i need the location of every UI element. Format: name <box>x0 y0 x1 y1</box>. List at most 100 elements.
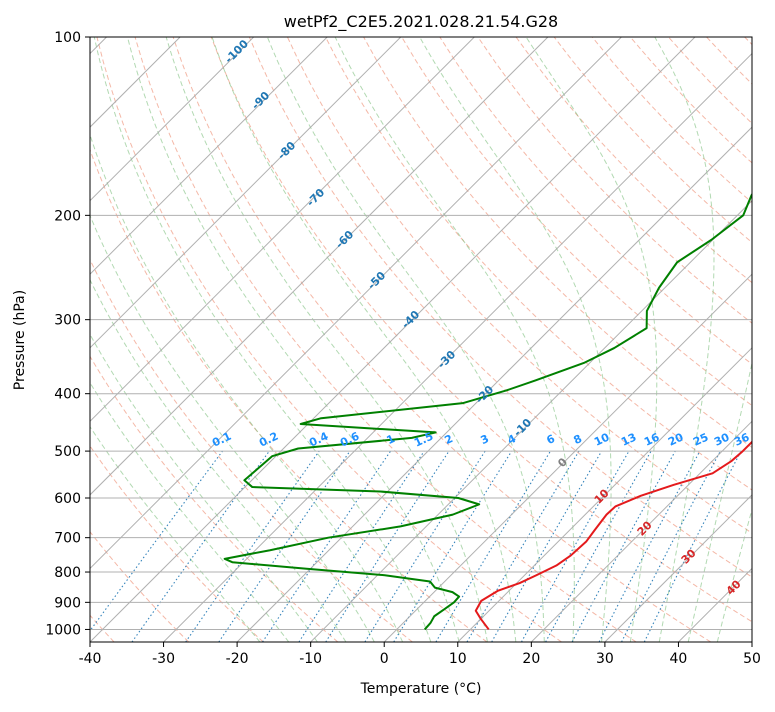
mixing-ratio-label: 10 <box>592 430 612 448</box>
plot-frame <box>89 36 753 643</box>
isotherm-line <box>90 37 622 570</box>
moist-adiabat-line <box>525 37 658 642</box>
mixing-ratio-line <box>325 450 450 642</box>
moist-adiabat-line <box>165 37 488 642</box>
dry-adiabat-label: -100 <box>222 37 251 66</box>
mixing-ratio-label: 25 <box>691 431 710 449</box>
y-tick-label: 900 <box>54 595 81 611</box>
dry-adiabat-label: -90 <box>249 89 272 112</box>
moist-adiabat-line <box>419 37 612 642</box>
y-tick-label: 1000 <box>45 622 81 638</box>
moist-adiabat-line <box>687 360 752 642</box>
isotherm-line <box>236 126 752 642</box>
isotherm-line <box>383 273 752 642</box>
mixing-ratio-line <box>90 450 223 632</box>
moist-adiabat-line <box>334 37 575 642</box>
moist-adiabat-line <box>90 278 347 642</box>
isotherm-line <box>457 347 752 642</box>
isotherm-line <box>90 37 475 423</box>
mixing-ratio-line <box>131 450 270 642</box>
dry-adiabat-line <box>515 37 752 284</box>
moist-adiabat-line <box>90 333 318 642</box>
mixing-ratio-label: 8 <box>572 432 584 447</box>
y-tick-label: 100 <box>54 30 81 46</box>
isotherm-line <box>530 420 752 642</box>
x-tick-label: -40 <box>79 651 102 667</box>
mixing-ratio-line <box>466 450 580 642</box>
x-tick-label: -10 <box>299 651 322 667</box>
dry-adiabat-line <box>90 531 190 642</box>
dry-adiabat-line <box>96 37 562 642</box>
y-axis-title: Pressure (hPa) <box>12 290 28 390</box>
isotherm-line <box>310 199 752 642</box>
dry-adiabat-line <box>134 37 637 642</box>
isotherm-line <box>90 37 402 349</box>
isotherm-line <box>163 52 752 642</box>
mixing-ratio-label: 16 <box>642 430 662 448</box>
x-tick-label: 30 <box>596 651 614 667</box>
dry-adiabat-line <box>90 148 488 642</box>
mixing-ratio-line <box>185 450 320 642</box>
mixing-ratio-line <box>262 450 391 642</box>
x-tick-label: 50 <box>743 651 761 667</box>
y-tick-label: 700 <box>54 531 81 547</box>
mixing-ratio-label: 13 <box>619 431 638 449</box>
mixing-ratio-label: 3 <box>479 432 491 447</box>
dry-adiabat-line <box>90 258 413 642</box>
moist-adiabat-line <box>211 37 517 642</box>
chart-title: wetPf2_C2E5.2021.028.21.54.G28 <box>284 12 558 32</box>
moist-adiabat-line <box>90 425 261 642</box>
isotherm-line <box>90 37 255 202</box>
dry-adiabat-line <box>210 37 752 623</box>
isotherm-line <box>751 641 752 642</box>
dry-adiabat-line <box>629 37 752 164</box>
mixing-ratio-label: 0.1 <box>210 430 233 450</box>
isotherm-line <box>90 37 549 496</box>
y-tick-label: 500 <box>54 444 81 460</box>
moist-adiabat-line <box>93 37 432 642</box>
y-tick-label: 200 <box>54 208 81 224</box>
mixing-ratio-label: 0.6 <box>338 429 361 449</box>
dry-adiabat-line <box>90 445 264 642</box>
mixing-ratio-line <box>643 450 742 642</box>
temperature-profile-line <box>474 440 752 631</box>
mixing-ratio-line <box>393 450 513 642</box>
dry-adiabat-line <box>744 37 752 46</box>
x-tick-label: 40 <box>670 651 688 667</box>
x-axis-title: Temperature (°C) <box>360 681 482 697</box>
mixing-ratio-line <box>621 450 721 642</box>
dry-adiabat-line <box>401 37 752 407</box>
dry-adiabat-label: -30 <box>435 348 458 371</box>
mixing-ratio-line <box>218 450 351 642</box>
dry-adiabat-label: 40 <box>724 577 744 597</box>
x-tick-label: 0 <box>380 651 389 667</box>
moist-adiabat-line <box>126 37 460 642</box>
moist-adiabat-line <box>90 133 404 642</box>
dry-adiabat-line <box>90 355 339 642</box>
mixing-ratio-label: 0.2 <box>257 430 280 450</box>
dry-adiabat-label: -70 <box>304 186 327 209</box>
dry-adiabat-line <box>553 37 752 244</box>
x-tick-label: -30 <box>152 651 175 667</box>
moist-adiabat-line <box>266 37 545 642</box>
dry-adiabat-label: -40 <box>399 308 422 331</box>
y-tick-label: 300 <box>54 313 81 329</box>
moist-adiabat-line <box>716 507 752 642</box>
mixing-ratio-line <box>298 450 425 642</box>
y-tick-label: 800 <box>54 565 81 581</box>
dewpoint-profile-line <box>223 192 752 631</box>
dry-adiabat-label: 0 <box>555 455 570 470</box>
x-tick-label: 20 <box>522 651 540 667</box>
moist-adiabat-line <box>654 37 715 642</box>
dry-adiabat-line <box>706 37 752 85</box>
mixing-ratio-line <box>545 450 652 642</box>
y-tick-label: 400 <box>54 387 81 403</box>
isotherm-line <box>604 494 752 642</box>
dry-adiabat-line <box>439 37 752 365</box>
moist-adiabat-line <box>90 214 375 642</box>
dry-adiabat-line <box>325 37 752 491</box>
mixing-ratio-line <box>435 450 551 642</box>
mixing-ratio-line <box>571 450 676 642</box>
